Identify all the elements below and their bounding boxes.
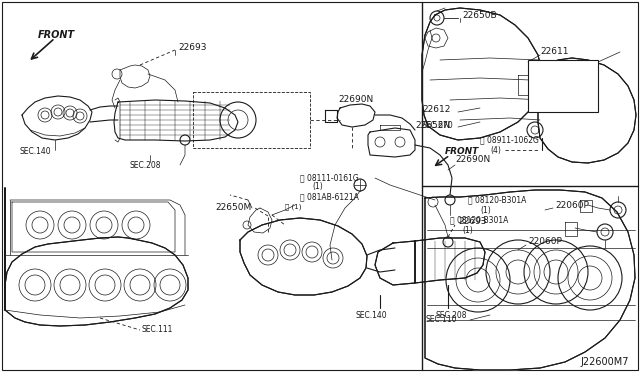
Polygon shape: [240, 218, 367, 295]
Text: SEC.110: SEC.110: [425, 315, 456, 324]
Text: J22600M7: J22600M7: [580, 357, 628, 367]
Text: (4): (4): [490, 145, 501, 154]
Polygon shape: [5, 188, 188, 326]
Text: FRONT: FRONT: [38, 30, 75, 40]
Text: SEC.111: SEC.111: [142, 326, 173, 334]
Polygon shape: [425, 190, 635, 370]
Text: 22650B: 22650B: [462, 10, 497, 19]
Text: 22652N: 22652N: [415, 121, 450, 129]
Text: Ⓑ 08120-B301A: Ⓑ 08120-B301A: [450, 215, 508, 224]
Text: 22060P: 22060P: [528, 237, 562, 247]
Text: Ⓑ 081AB-6121A: Ⓑ 081AB-6121A: [300, 192, 359, 202]
Bar: [528, 60, 598, 112]
Text: 22693: 22693: [178, 44, 207, 52]
Text: 22690N: 22690N: [455, 155, 490, 164]
Text: SEC.208: SEC.208: [435, 311, 467, 320]
Text: SEC.670: SEC.670: [422, 121, 454, 129]
Text: (1): (1): [312, 183, 323, 192]
Polygon shape: [422, 8, 542, 140]
Text: SEC.140: SEC.140: [20, 148, 52, 157]
Text: Ⓑ 08120-B301A: Ⓑ 08120-B301A: [468, 196, 526, 205]
Text: 22690N: 22690N: [338, 96, 373, 105]
Text: 22612: 22612: [422, 106, 451, 115]
Polygon shape: [538, 58, 636, 163]
Text: (1): (1): [462, 225, 473, 234]
Text: SEC.208: SEC.208: [130, 160, 161, 170]
Text: FRONT: FRONT: [445, 148, 479, 157]
Text: 22060P: 22060P: [555, 201, 589, 209]
Text: SEC.140: SEC.140: [355, 311, 387, 320]
Polygon shape: [375, 241, 415, 285]
Text: Ⓑ 08911-1062G: Ⓑ 08911-1062G: [480, 135, 539, 144]
Text: Ⓑ (1): Ⓑ (1): [285, 204, 301, 210]
Polygon shape: [415, 238, 485, 283]
Text: Ⓑ 08111-0161G: Ⓑ 08111-0161G: [300, 173, 359, 183]
Text: 22693: 22693: [458, 218, 486, 227]
Text: (1): (1): [480, 205, 491, 215]
Text: 22650M: 22650M: [215, 202, 252, 212]
Text: 22611: 22611: [540, 48, 568, 57]
